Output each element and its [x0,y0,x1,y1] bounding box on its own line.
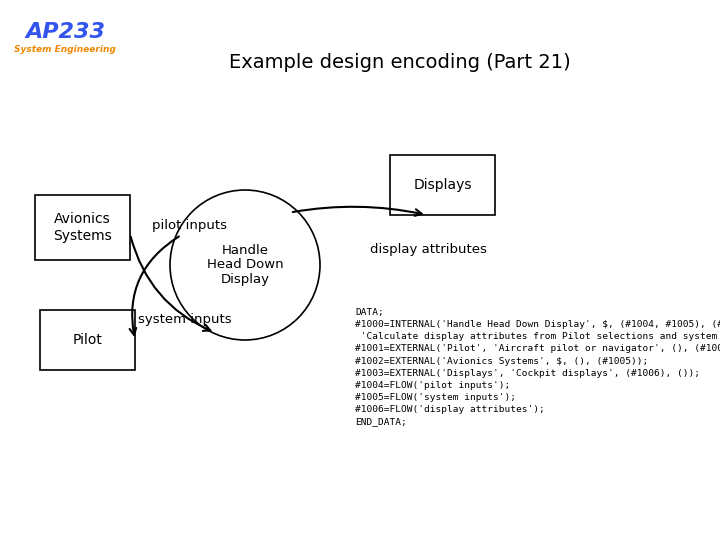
Bar [40,310,135,370]
Text: Example design encoding (Part 21): Example design encoding (Part 21) [229,52,571,71]
Text: display attributes: display attributes [370,244,487,256]
Text: system inputs: system inputs [138,314,232,327]
Text: Handle
Head Down
Display: Handle Head Down Display [207,244,283,287]
Text: System Engineering: System Engineering [14,45,116,54]
Text: Pilot: Pilot [73,333,102,347]
FancyArrowPatch shape [131,237,210,331]
FancyArrowPatch shape [293,207,422,216]
Bar [390,155,495,215]
Text: Avionics
Systems: Avionics Systems [53,212,112,242]
FancyArrowPatch shape [130,237,179,335]
Text: Displays: Displays [413,178,472,192]
Text: pilot inputs: pilot inputs [153,219,228,232]
Text: DATA;
#1000=INTERNAL('Handle Head Down Display', $, (#1004, #1005), (#1006),
 'C: DATA; #1000=INTERNAL('Handle Head Down D… [355,308,720,427]
Bar [35,195,130,260]
Text: AP233: AP233 [25,22,105,42]
